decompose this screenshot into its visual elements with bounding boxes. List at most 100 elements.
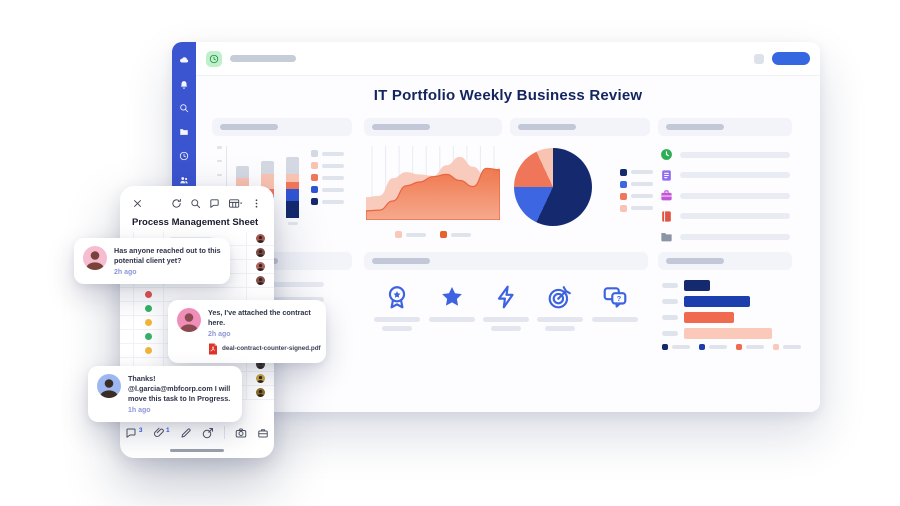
card-title-placeholder <box>372 124 430 130</box>
legend-item <box>395 231 426 238</box>
close-icon[interactable] <box>132 198 143 209</box>
status-dot <box>145 319 152 326</box>
legend-item <box>311 162 344 169</box>
people-icon[interactable] <box>179 175 189 185</box>
legend-item <box>662 344 690 350</box>
kpi-cell: ? <box>588 284 642 331</box>
card-header <box>364 118 502 136</box>
search-icon[interactable] <box>190 198 201 209</box>
status-dot <box>145 333 152 340</box>
kpi-icons-card: ? <box>364 252 648 358</box>
panel-title: Process Management Sheet <box>132 217 259 228</box>
list-text-placeholder <box>680 192 790 199</box>
panel-header <box>120 186 274 209</box>
avatar <box>83 246 107 270</box>
dashboard-window: IT Portfolio Weekly Business Review <box>172 42 820 412</box>
comment-bubble[interactable]: Yes, I've attached the contract here. 2h… <box>168 300 326 363</box>
legend-item <box>620 192 653 200</box>
comments-button[interactable]: 3 <box>125 426 143 439</box>
comment-bubble[interactable]: Has anyone reached out to this potential… <box>74 238 230 284</box>
kpi-cell <box>533 284 587 331</box>
lightning-icon <box>493 284 519 310</box>
camera-icon <box>235 427 247 439</box>
status-dot <box>145 347 152 354</box>
list-item[interactable] <box>660 189 790 202</box>
more-icon[interactable] <box>251 198 262 209</box>
cloud-icon[interactable] <box>179 55 189 65</box>
dashboard-content: IT Portfolio Weekly Business Review <box>196 76 820 412</box>
edit-icon <box>180 427 192 439</box>
search-icon[interactable] <box>179 103 189 113</box>
list-text-placeholder <box>680 213 790 219</box>
share-button[interactable] <box>202 427 214 439</box>
card-title-placeholder <box>372 258 430 264</box>
card-header <box>510 118 650 136</box>
folder-icon[interactable] <box>179 127 189 137</box>
app-list-card <box>658 118 792 262</box>
list-item[interactable] <box>660 148 790 161</box>
attachment-button[interactable]: 1 <box>153 427 170 439</box>
archive-button[interactable] <box>257 427 269 439</box>
card-header <box>658 252 792 270</box>
list-item[interactable] <box>660 169 790 182</box>
bell-icon[interactable] <box>179 79 189 89</box>
badge-count: 1 <box>166 426 170 434</box>
list-item[interactable] <box>660 230 790 243</box>
clock-icon[interactable] <box>179 151 189 161</box>
status-dot <box>145 305 152 312</box>
primary-action-button[interactable] <box>772 52 810 65</box>
attachment-chip[interactable]: deal-contract-counter-signed.pdf <box>208 343 321 355</box>
pdf-icon <box>208 343 218 355</box>
bar-row <box>662 296 792 307</box>
target-icon <box>547 284 573 310</box>
assignee-avatar <box>256 374 265 383</box>
legend-item <box>773 344 801 350</box>
comment-timestamp: 2h ago <box>208 330 231 338</box>
archive-icon <box>257 427 269 439</box>
card-title-placeholder <box>666 124 724 130</box>
comment-text: Has anyone reached out to this potential… <box>114 246 221 266</box>
pie-chart-card <box>510 118 653 242</box>
bar-row <box>662 280 792 291</box>
card-title-placeholder <box>518 124 576 130</box>
topbar-square-icon[interactable] <box>754 53 764 64</box>
stacked-bar <box>286 157 299 218</box>
comments-icon <box>125 427 137 439</box>
home-indicator <box>170 449 224 452</box>
app-clock-badge <box>206 50 222 67</box>
chart-legend <box>658 344 801 350</box>
award-icon <box>384 284 410 310</box>
assignee-avatar <box>256 388 265 397</box>
comment-timestamp: 1h ago <box>128 406 151 414</box>
edit-button[interactable] <box>180 427 192 439</box>
hbar-chart-card <box>658 252 801 358</box>
assignee-avatar <box>256 360 265 369</box>
assignee-avatar <box>256 248 265 257</box>
chart-legend <box>366 231 500 238</box>
comment-icon[interactable] <box>209 198 220 209</box>
legend-item <box>311 174 344 181</box>
toolbar-divider <box>223 426 225 439</box>
assignee-avatar <box>256 262 265 271</box>
legend-item <box>311 198 344 205</box>
refresh-icon[interactable] <box>171 198 182 209</box>
attachment-icon <box>153 427 165 439</box>
kpi-cell <box>424 284 478 331</box>
pie <box>514 148 592 226</box>
page-title: IT Portfolio Weekly Business Review <box>373 87 643 104</box>
list-text-placeholder <box>680 172 790 178</box>
legend-item <box>736 344 764 350</box>
card-title-placeholder <box>220 124 278 130</box>
list-item[interactable] <box>660 210 790 223</box>
document-icon <box>660 169 673 182</box>
legend-item <box>311 186 344 193</box>
table-view-icon[interactable] <box>228 198 243 209</box>
area-chart <box>365 144 501 238</box>
camera-button[interactable] <box>235 427 247 439</box>
kpi-cell <box>479 284 533 331</box>
badge-count: 3 <box>138 426 143 434</box>
bar-row <box>662 328 792 339</box>
svg-text:?: ? <box>616 294 621 303</box>
comment-bubble[interactable]: Thanks! @l.garcia@mbfcorp.com I will mov… <box>88 366 242 422</box>
